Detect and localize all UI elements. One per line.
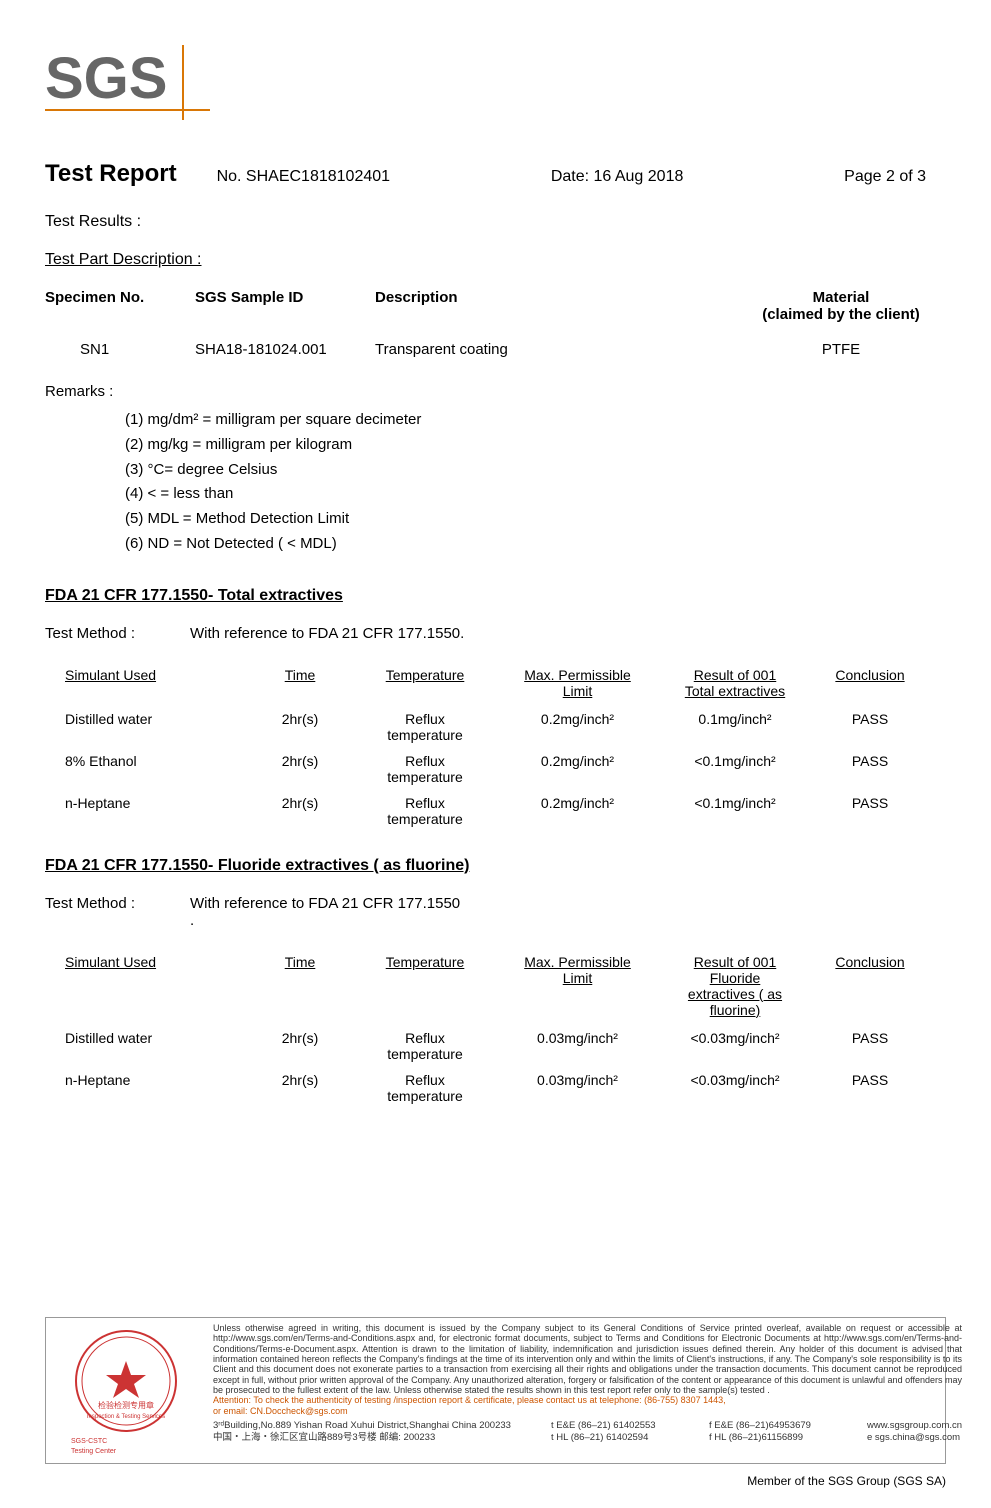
cell-sampleid: SHA18-181024.001 (195, 341, 375, 358)
test2-header-row: Simulant Used Time Temperature Max. Perm… (45, 954, 946, 1018)
test-results-label: Test Results : (45, 213, 946, 231)
test2-method-label: Test Method : (45, 895, 190, 929)
cell-material: PTFE (736, 341, 946, 358)
test1-table: Simulant Used Time Temperature Max. Perm… (45, 667, 946, 827)
svg-text:检验检测专用章: 检验检测专用章 (98, 1400, 154, 1410)
remarks-list: (1) mg/dm² = milligram per square decime… (125, 408, 946, 557)
stamp: 检验检测专用章 Inspection & Testing Services SG… (51, 1323, 201, 1458)
table-row: n-Heptane2hr(s)Refluxtemperature0.2mg/in… (45, 795, 946, 827)
header-specimen: Specimen No. (45, 289, 195, 323)
svg-text:SGS-CSTC: SGS-CSTC (71, 1438, 107, 1445)
remark-item: (1) mg/dm² = milligram per square decime… (125, 408, 946, 433)
svg-text:Inspection & Testing Services: Inspection & Testing Services (87, 1414, 165, 1420)
part-desc-header: Specimen No. SGS Sample ID Description M… (45, 289, 946, 323)
test1-method: With reference to FDA 21 CFR 177.1550. (190, 625, 464, 642)
footer-address: 3ʳᵈBuilding,No.889 Yishan Road Xuhui Dis… (213, 1420, 962, 1445)
logo: SGS (45, 40, 946, 130)
test1-title: FDA 21 CFR 177.1550- Total extractives (45, 587, 946, 605)
header-sampleid: SGS Sample ID (195, 289, 375, 323)
cell-description: Transparent coating (375, 341, 736, 358)
report-title: Test Report (45, 160, 177, 188)
table-row: Distilled water2hr(s)Refluxtemperature0.… (45, 711, 946, 743)
remark-item: (5) MDL = Method Detection Limit (125, 507, 946, 532)
test2-title: FDA 21 CFR 177.1550- Fluoride extractive… (45, 857, 946, 875)
table-row: Distilled water2hr(s)Refluxtemperature0.… (45, 1030, 946, 1062)
test2-method-row: Test Method : With reference to FDA 21 C… (45, 895, 946, 929)
remark-item: (2) mg/kg = milligram per kilogram (125, 433, 946, 458)
remark-item: (3) °C= degree Celsius (125, 458, 946, 483)
member-line: Member of the SGS Group (SGS SA) (45, 1474, 946, 1488)
test1-header-row: Simulant Used Time Temperature Max. Perm… (45, 667, 946, 699)
footer: 检验检测专用章 Inspection & Testing Services SG… (45, 1317, 946, 1488)
header-row: Test Report No. SHAEC1818102401 Date: 16… (45, 160, 946, 188)
report-no: No. SHAEC1818102401 (217, 168, 390, 186)
report-page: Page 2 of 3 (844, 168, 926, 186)
svg-text:SGS: SGS (45, 46, 168, 111)
test1-method-row: Test Method : With reference to FDA 21 C… (45, 625, 946, 642)
remark-item: (6) ND = Not Detected ( < MDL) (125, 532, 946, 557)
test2-method: With reference to FDA 21 CFR 177.1550 . (190, 895, 460, 929)
remark-item: (4) < = less than (125, 482, 946, 507)
cell-specimen: SN1 (45, 341, 195, 358)
table-row: 8% Ethanol2hr(s)Refluxtemperature0.2mg/i… (45, 753, 946, 785)
table-row: n-Heptane2hr(s)Refluxtemperature0.03mg/i… (45, 1072, 946, 1104)
report-date: Date: 16 Aug 2018 (551, 168, 684, 186)
test2-table: Simulant Used Time Temperature Max. Perm… (45, 954, 946, 1104)
svg-text:Testing Center: Testing Center (71, 1448, 117, 1455)
remarks-label: Remarks : (45, 383, 113, 400)
test1-method-label: Test Method : (45, 625, 190, 642)
remarks-section: Remarks : (1) mg/dm² = milligram per squ… (45, 383, 946, 557)
part-desc-row: SN1 SHA18-181024.001 Transparent coating… (45, 341, 946, 358)
header-material: Material (claimed by the client) (736, 289, 946, 323)
disclaimer: Unless otherwise agreed in writing, this… (213, 1323, 962, 1458)
test-part-desc-label: Test Part Description : (45, 251, 946, 269)
header-description: Description (375, 289, 736, 323)
